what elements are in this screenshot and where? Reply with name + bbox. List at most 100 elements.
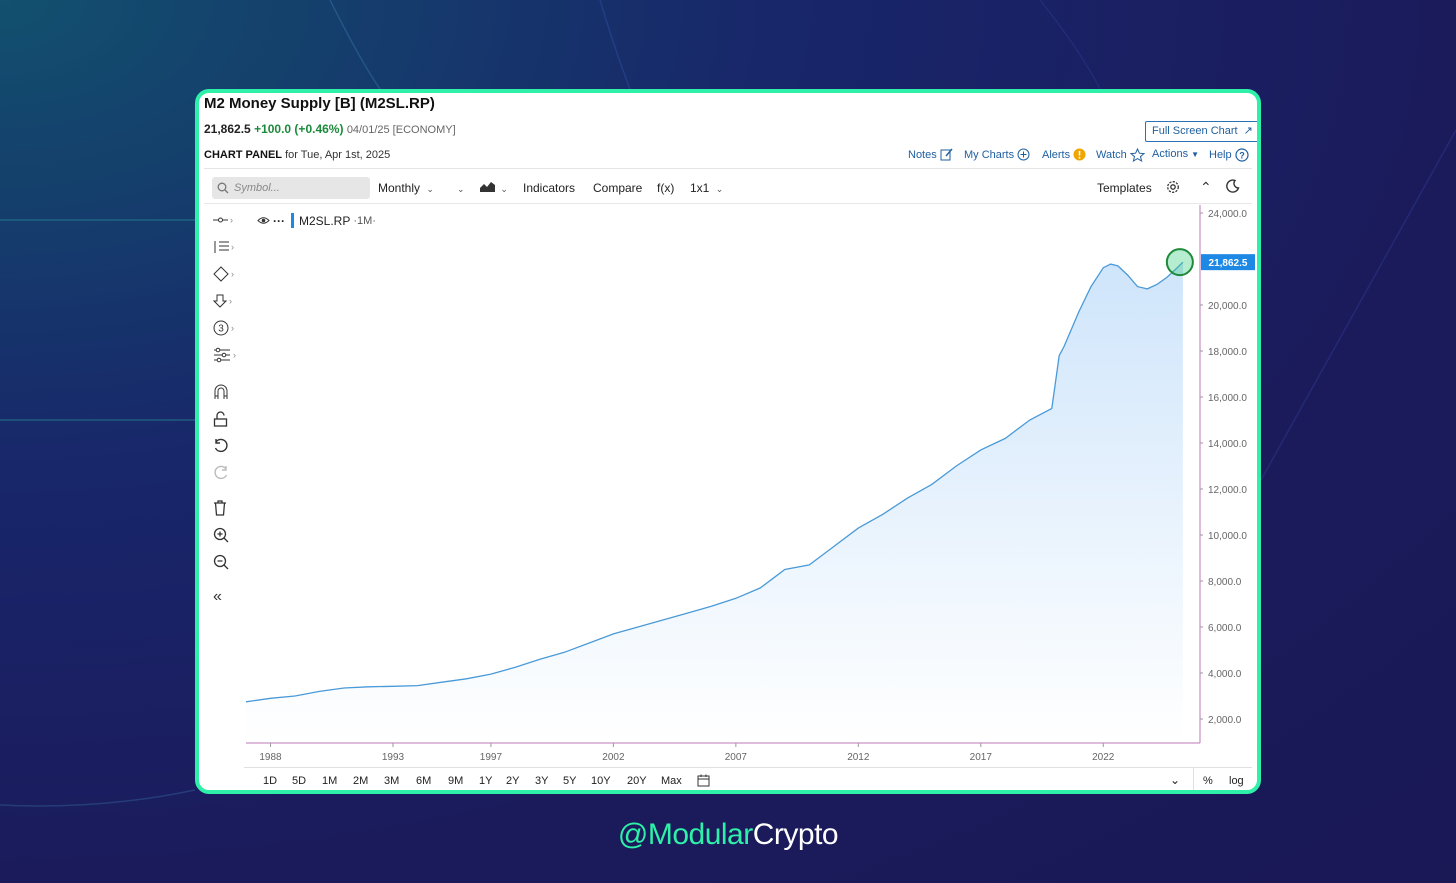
page-title: M2 Money Supply [B] (M2SL.RP)	[204, 95, 435, 112]
lock-button[interactable]	[213, 408, 239, 430]
help-link[interactable]: Help ?	[1209, 148, 1249, 162]
period-3m-button[interactable]: 3M	[384, 775, 400, 787]
watch-link[interactable]: Watch	[1096, 148, 1145, 162]
undo-icon	[214, 438, 228, 453]
chevron-right-icon: ›	[229, 296, 232, 306]
dark-mode-moon-icon[interactable]	[1226, 179, 1240, 198]
quote-date: 04/01/25 [ECONOMY]	[346, 124, 456, 136]
chart-type-dropdown[interactable]: ⌄	[457, 181, 465, 195]
period-6m-button[interactable]: 6M	[416, 775, 432, 787]
last-price-tag-label: 21,862.5	[1209, 258, 1248, 269]
period-1m-button[interactable]: 1M	[322, 775, 338, 787]
help-label: Help	[1209, 149, 1232, 161]
trash-icon	[214, 500, 226, 516]
y-tick-label: 8,000.0	[1208, 577, 1242, 588]
magnet-button[interactable]	[213, 381, 239, 403]
function-button[interactable]: f(x)	[657, 181, 675, 195]
x-tick-label: 2007	[725, 752, 748, 763]
chevron-right-icon: ›	[230, 215, 233, 225]
more-options-icon[interactable]: ···	[273, 213, 285, 228]
actions-menu[interactable]: Actions ▼	[1152, 148, 1199, 160]
legend-resolution: ·1M·	[353, 214, 376, 227]
y-tick-label: 10,000.0	[1208, 531, 1247, 542]
legend-symbol: M2SL.RP	[299, 213, 351, 228]
series-area-fill	[246, 262, 1183, 743]
x-tick-label: 2012	[847, 752, 870, 763]
period-bar-divider	[244, 767, 1252, 768]
period-1d-button[interactable]: 1D	[263, 775, 278, 787]
period-5y-button[interactable]: 5Y	[563, 775, 577, 787]
layout-label: 1x1	[690, 181, 710, 195]
notes-label: Notes	[908, 148, 937, 161]
zoom-out-icon	[213, 554, 229, 570]
count-tool-button[interactable]: 3 ›	[213, 317, 239, 339]
my-charts-link[interactable]: My Charts	[964, 148, 1030, 161]
y-tick-label: 20,000.0	[1208, 301, 1247, 312]
measure-tool-button[interactable]: ›	[213, 344, 239, 366]
star-icon	[1129, 148, 1145, 162]
redo-button[interactable]	[213, 462, 239, 484]
period-2y-button[interactable]: 2Y	[506, 775, 520, 787]
author-handle: @ModularCrypto	[0, 818, 1456, 852]
line-tool-button[interactable]: ›	[213, 209, 239, 231]
my-charts-label: My Charts	[964, 148, 1015, 161]
zoom-in-button[interactable]	[213, 524, 239, 546]
y-tick-label: 2,000.0	[1208, 715, 1242, 726]
log-scale-button[interactable]: log	[1229, 775, 1244, 787]
eye-icon[interactable]	[257, 216, 270, 225]
full-screen-label: Full Screen Chart	[1152, 125, 1238, 137]
chart-style-dropdown[interactable]: ⌄	[480, 181, 508, 195]
full-screen-chart-button[interactable]: Full Screen Chart ↗	[1145, 121, 1257, 142]
alerts-link[interactable]: Alerts	[1042, 148, 1086, 161]
period-20y-button[interactable]: 20Y	[627, 775, 647, 787]
period-3y-button[interactable]: 3Y	[535, 775, 549, 787]
delete-button[interactable]	[213, 497, 239, 519]
shape-tool-button[interactable]: ›	[213, 263, 239, 285]
chevron-down-icon: ⌄	[426, 184, 434, 194]
undo-button[interactable]	[213, 435, 239, 457]
period-10y-button[interactable]: 10Y	[591, 775, 611, 787]
fib-tool-button[interactable]: ›	[213, 236, 239, 258]
period-9m-button[interactable]: 9M	[448, 775, 464, 787]
y-tick-label: 6,000.0	[1208, 623, 1242, 634]
expand-icon: ↗	[1243, 125, 1253, 137]
notes-link[interactable]: Notes	[908, 148, 953, 161]
chevron-down-icon: ⌄	[500, 184, 508, 194]
zoom-out-button[interactable]	[213, 551, 239, 573]
layout-dropdown[interactable]: 1x1 ⌄	[690, 181, 723, 195]
chevron-right-icon: ›	[231, 242, 234, 252]
period-1y-button[interactable]: 1Y	[479, 775, 493, 787]
handle-part-modular: @Modular	[617, 818, 753, 851]
series-line	[245, 261, 1184, 703]
y-tick-label: 12,000.0	[1208, 485, 1247, 496]
alerts-label: Alerts	[1042, 148, 1071, 161]
interval-dropdown[interactable]: Monthly ⌄	[378, 181, 434, 195]
templates-button[interactable]: Templates	[1097, 181, 1152, 195]
date-range-calendar-icon[interactable]	[697, 774, 710, 790]
period-max-button[interactable]: Max	[661, 775, 682, 787]
last-price: 21,862.5	[204, 122, 251, 136]
watch-label: Watch	[1096, 149, 1127, 161]
compare-button[interactable]: Compare	[593, 181, 643, 195]
x-tick-label: 2017	[970, 752, 993, 763]
magnet-icon	[214, 384, 228, 399]
period-5d-button[interactable]: 5D	[292, 775, 307, 787]
expand-down-icon[interactable]: ⌄	[1170, 773, 1181, 787]
collapse-sidebar-icon[interactable]: «	[213, 588, 222, 605]
arrow-tool-button[interactable]: ›	[213, 290, 239, 312]
collapse-up-icon[interactable]: ⌃	[1200, 179, 1212, 195]
indicators-button[interactable]: Indicators	[523, 181, 576, 195]
percent-scale-button[interactable]: %	[1203, 775, 1213, 787]
symbol-search-input[interactable]: Symbol...	[212, 177, 370, 199]
quote-line: 21,862.5 +100.0 (+0.46%) 04/01/25 [ECONO…	[204, 122, 456, 136]
search-icon	[217, 182, 229, 194]
x-tick-label: 2002	[602, 752, 625, 763]
chevron-down-icon: ⌄	[715, 184, 724, 194]
y-tick-label: 4,000.0	[1208, 669, 1242, 680]
settings-gear-icon[interactable]	[1166, 180, 1180, 199]
period-2m-button[interactable]: 2M	[353, 775, 369, 787]
period-separator	[1193, 767, 1194, 790]
caret-down-icon: ▼	[1191, 149, 1199, 159]
numbered-circle-icon: 3	[213, 320, 229, 336]
